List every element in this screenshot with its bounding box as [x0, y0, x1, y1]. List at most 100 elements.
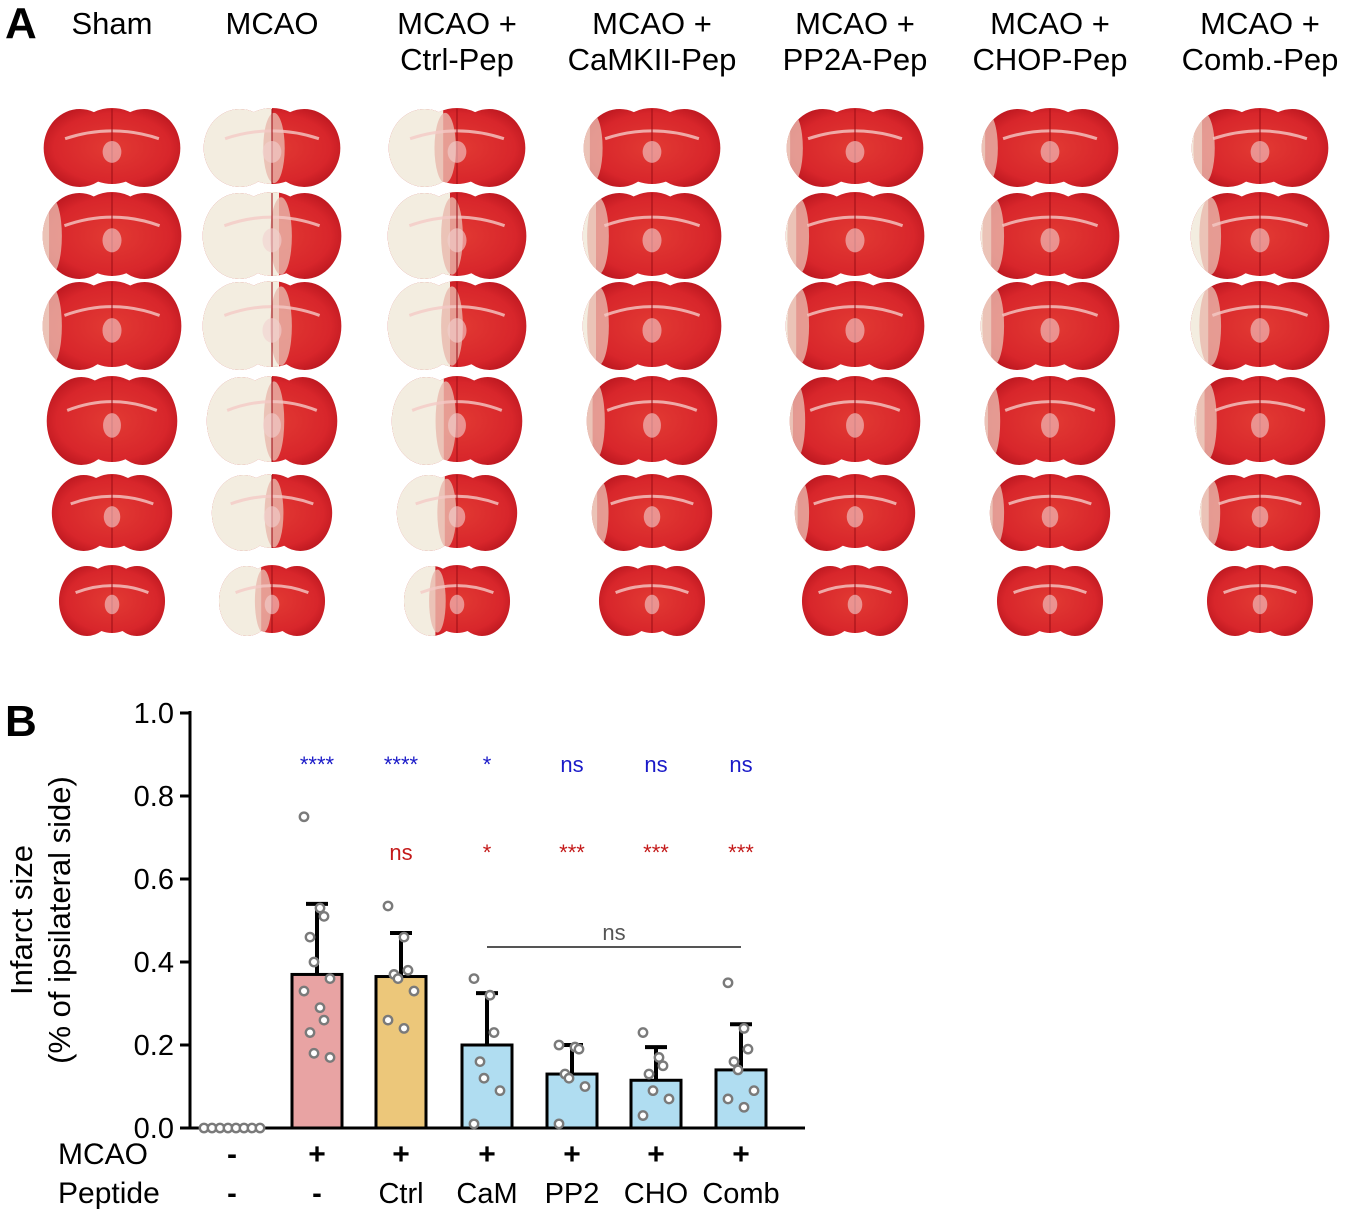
- ventricle: [1250, 228, 1270, 253]
- peptide-value: Ctrl: [378, 1178, 423, 1210]
- infarct-border: [989, 478, 1005, 548]
- data-point: [579, 1081, 591, 1092]
- infarct-border: [42, 286, 62, 366]
- brain-section: [1199, 474, 1321, 551]
- y-axis-label-line1: Infarct size: [4, 845, 39, 995]
- brain-section: [206, 376, 338, 465]
- column-title-2: MCAO + Ctrl-Pep: [357, 6, 557, 78]
- brain-section: [981, 108, 1119, 187]
- column-title-line1: MCAO +: [592, 6, 712, 41]
- infarct-border: [982, 286, 1005, 366]
- column-title-4: MCAO + PP2A-Pep: [755, 6, 955, 78]
- brain-section: [51, 474, 173, 551]
- ventricle: [1251, 413, 1269, 438]
- data-point: [637, 1027, 649, 1038]
- data-point: [728, 1056, 740, 1067]
- column-title-3: MCAO + CaMKII-Pep: [552, 6, 752, 78]
- brain-section: [786, 108, 924, 187]
- data-point: [304, 931, 316, 943]
- y-axis-label-line2: (% of ipsilateral side): [42, 776, 77, 1064]
- brain-section: [202, 281, 342, 370]
- infarct-bar-chart: Infarct size(% of ipsilateral side) 0.0 0.…: [4, 698, 805, 1210]
- infarct-border: [591, 478, 609, 548]
- peptide-value: CHO: [624, 1178, 688, 1210]
- mcao-value: +: [308, 1138, 326, 1171]
- mcao-value: +: [392, 1138, 410, 1171]
- brain-section: [785, 281, 925, 370]
- brain-section: [1190, 192, 1330, 279]
- infarct-border: [587, 197, 609, 275]
- sig-vs-mcao: ***: [728, 840, 754, 865]
- brain-section: [794, 474, 916, 551]
- brain-section: [582, 192, 722, 279]
- data-point: [553, 1118, 565, 1130]
- data-point: [738, 1022, 750, 1034]
- ventricle: [643, 506, 661, 528]
- column-title-line2: Comb.-Pep: [1181, 42, 1339, 77]
- mcao-value: +: [478, 1138, 496, 1171]
- ventricle: [262, 140, 282, 163]
- y-tick-label: 0.6: [134, 864, 174, 896]
- brain-section: [1190, 281, 1330, 370]
- column-title-line1: MCAO +: [990, 6, 1110, 41]
- y-axis-label: Infarct size(% of ipsilateral side): [4, 776, 77, 1064]
- y-tick-label: 0.0: [134, 1113, 174, 1145]
- infarct-border: [42, 197, 62, 275]
- brain-section: [58, 565, 166, 636]
- ventricle: [845, 140, 865, 163]
- data-point: [563, 1072, 575, 1084]
- ventricle: [1040, 140, 1060, 163]
- brain-section: [586, 376, 718, 465]
- data-point: [382, 1014, 394, 1026]
- bar: [460, 1043, 514, 1130]
- data-point: [478, 1072, 490, 1084]
- infarct-border: [981, 112, 998, 184]
- data-point: [738, 1101, 750, 1113]
- peptide-value: PP2: [545, 1178, 600, 1210]
- sig-vs-sham: ****: [384, 752, 419, 777]
- column-title-line2: CHOP-Pep: [972, 42, 1128, 77]
- ventricle: [643, 413, 661, 438]
- ventricle: [103, 506, 121, 528]
- brain-section: [403, 565, 511, 636]
- ventricle: [447, 318, 467, 343]
- mcao-value: +: [732, 1138, 750, 1171]
- data-point: [402, 964, 414, 976]
- panel-a-letter: A: [5, 0, 37, 48]
- y-tick-label: 1.0: [134, 698, 174, 730]
- data-point: [657, 1060, 669, 1072]
- row-label-peptide: Peptide: [58, 1177, 160, 1210]
- data-point: [382, 900, 394, 912]
- column-title-line1: MCAO +: [795, 6, 915, 41]
- ventricle: [847, 594, 863, 615]
- data-point: [308, 1047, 320, 1059]
- data-point: [408, 985, 420, 997]
- infarct-border: [587, 286, 609, 366]
- brain-section: [42, 192, 182, 279]
- column-title-line1: MCAO +: [1200, 6, 1320, 41]
- brain-section: [996, 565, 1104, 636]
- column-title-line1: Sham: [71, 6, 153, 41]
- brain-section: [583, 108, 721, 187]
- column-title-line2: Ctrl-Pep: [400, 42, 514, 77]
- data-point: [304, 1027, 316, 1038]
- column-title-line2: CaMKII-Pep: [567, 42, 737, 77]
- brain-section: [785, 192, 925, 279]
- brain-section: [984, 376, 1116, 465]
- mcao-value: +: [647, 1138, 665, 1171]
- infarct-border: [786, 112, 803, 184]
- brain-section: [387, 192, 527, 279]
- ventricle: [1040, 228, 1060, 253]
- ventricle: [642, 318, 662, 343]
- brain-section: [46, 376, 178, 465]
- brain-section: [582, 281, 722, 370]
- infarct-border: [1201, 478, 1221, 548]
- data-point: [494, 1085, 506, 1097]
- data-point: [318, 1014, 330, 1026]
- column-title-line1: MCAO +: [397, 6, 517, 41]
- infarct-border: [1199, 286, 1222, 366]
- infarct-region: [211, 474, 272, 551]
- infarct-border: [787, 286, 810, 366]
- column-title-6: MCAO + Comb.-Pep: [1160, 6, 1350, 78]
- ventricle: [102, 140, 122, 163]
